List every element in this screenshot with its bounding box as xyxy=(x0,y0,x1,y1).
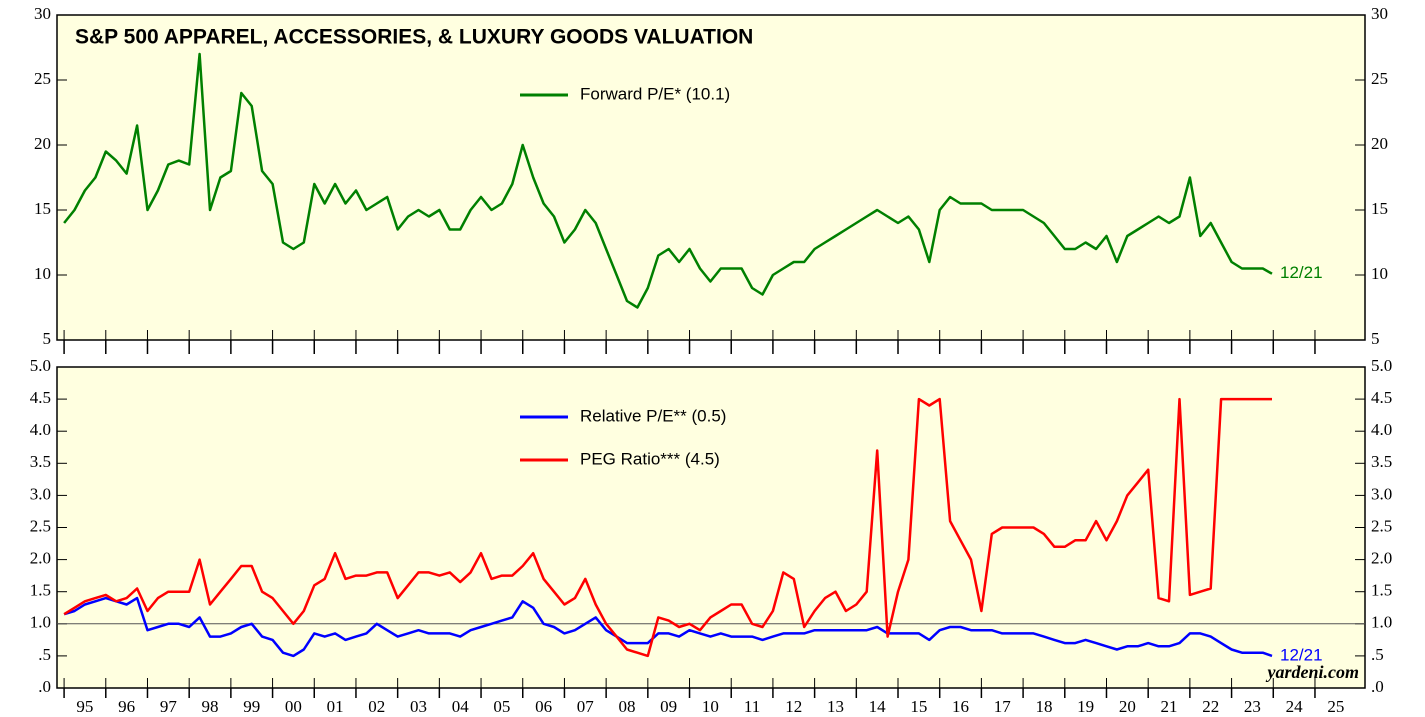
y-tick-label: 5 xyxy=(1371,329,1380,348)
x-tick-label: 09 xyxy=(660,697,677,716)
x-tick-label: 20 xyxy=(1119,697,1136,716)
legend-label: PEG Ratio*** (4.5) xyxy=(580,449,720,468)
x-tick-label: 16 xyxy=(952,697,969,716)
y-tick-label: 3.0 xyxy=(30,484,51,503)
y-tick-label: 1.0 xyxy=(1371,613,1392,632)
y-tick-label: .0 xyxy=(1371,677,1384,696)
plot-area xyxy=(56,366,1366,689)
series-line xyxy=(63,52,1273,309)
x-tick-label: 17 xyxy=(994,697,1012,716)
y-tick-label: 1.5 xyxy=(30,581,51,600)
x-tick-label: 08 xyxy=(618,697,635,716)
x-tick-label: 95 xyxy=(76,697,93,716)
x-tick-label: 97 xyxy=(160,697,178,716)
x-tick-label: 96 xyxy=(118,697,135,716)
x-tick-label: 04 xyxy=(452,697,470,716)
y-tick-label: 4.0 xyxy=(30,420,51,439)
x-tick-label: 07 xyxy=(577,697,595,716)
y-tick-label: 25 xyxy=(34,69,51,88)
y-tick-label: 4.5 xyxy=(30,388,51,407)
x-tick-label: 14 xyxy=(869,697,887,716)
y-tick-label: 2.5 xyxy=(1371,516,1392,535)
chart-title: S&P 500 APPAREL, ACCESSORIES, & LUXURY G… xyxy=(75,26,753,49)
y-tick-label: 30 xyxy=(1371,4,1388,23)
y-tick-label: 3.5 xyxy=(1371,452,1392,471)
source-label: yardeni.com xyxy=(1266,662,1360,682)
y-tick-label: 20 xyxy=(34,134,51,153)
y-tick-label: 25 xyxy=(1371,69,1388,88)
plot-area xyxy=(56,14,1366,341)
x-tick-label: 21 xyxy=(1161,697,1178,716)
y-tick-label: .5 xyxy=(38,645,51,664)
y-tick-label: 3.0 xyxy=(1371,484,1392,503)
y-tick-label: 1.0 xyxy=(30,613,51,632)
x-tick-label: 06 xyxy=(535,697,552,716)
x-tick-label: 19 xyxy=(1077,697,1094,716)
y-tick-label: 10 xyxy=(34,264,51,283)
x-tick-label: 13 xyxy=(827,697,844,716)
legend-label: Relative P/E** (0.5) xyxy=(580,406,726,425)
y-tick-label: .5 xyxy=(1371,645,1384,664)
y-tick-label: .0 xyxy=(38,677,51,696)
y-tick-label: 4.5 xyxy=(1371,388,1392,407)
x-tick-label: 01 xyxy=(327,697,344,716)
x-tick-label: 15 xyxy=(910,697,927,716)
legend-label: Forward P/E* (10.1) xyxy=(580,84,730,103)
series-line xyxy=(63,397,1272,658)
y-tick-label: 1.5 xyxy=(1371,581,1392,600)
x-tick-label: 22 xyxy=(1202,697,1219,716)
x-tick-label: 98 xyxy=(202,697,219,716)
x-tick-label: 10 xyxy=(702,697,719,716)
y-tick-label: 10 xyxy=(1371,264,1388,283)
x-tick-label: 25 xyxy=(1327,697,1344,716)
x-tick-label: 24 xyxy=(1286,697,1304,716)
y-tick-label: 2.0 xyxy=(1371,549,1392,568)
y-tick-label: 5 xyxy=(43,329,52,348)
y-tick-label: 3.5 xyxy=(30,452,51,471)
y-tick-label: 4.0 xyxy=(1371,420,1392,439)
x-tick-label: 11 xyxy=(744,697,760,716)
y-tick-label: 20 xyxy=(1371,134,1388,153)
series-line xyxy=(63,596,1273,658)
y-tick-label: 2.5 xyxy=(30,516,51,535)
y-tick-label: 15 xyxy=(1371,199,1388,218)
x-tick-label: 23 xyxy=(1244,697,1261,716)
end-label: 12/21 xyxy=(1280,645,1323,664)
x-tick-label: 03 xyxy=(410,697,427,716)
y-tick-label: 5.0 xyxy=(30,356,51,375)
x-tick-label: 18 xyxy=(1035,697,1052,716)
end-label: 12/21 xyxy=(1280,263,1323,282)
x-tick-label: 02 xyxy=(368,697,385,716)
x-tick-label: 99 xyxy=(243,697,260,716)
y-tick-label: 30 xyxy=(34,4,51,23)
x-tick-label: 12 xyxy=(785,697,802,716)
x-tick-label: 00 xyxy=(285,697,302,716)
y-tick-label: 2.0 xyxy=(30,549,51,568)
x-tick-label: 05 xyxy=(493,697,510,716)
y-tick-label: 5.0 xyxy=(1371,356,1392,375)
y-tick-label: 15 xyxy=(34,199,51,218)
